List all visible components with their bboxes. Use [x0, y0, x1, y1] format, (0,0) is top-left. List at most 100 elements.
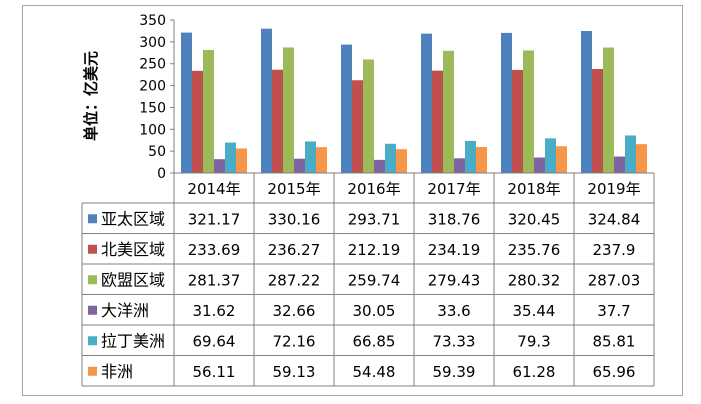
- table-value-cell: 69.64: [193, 332, 236, 350]
- bar: [443, 50, 454, 174]
- bar: [636, 144, 647, 173]
- table-value-cell: 237.9: [593, 241, 636, 259]
- legend-key: [88, 336, 97, 346]
- bar: [581, 30, 592, 173]
- table-value-cell: 31.62: [193, 302, 236, 320]
- table-value-cell: 293.71: [348, 210, 401, 228]
- table-value-cell: 30.05: [353, 302, 396, 320]
- legend-label: 欧盟区域: [101, 270, 165, 289]
- bar: [432, 70, 443, 173]
- legend-key: [88, 244, 97, 254]
- bar: [614, 156, 625, 173]
- bar: [236, 148, 247, 173]
- bar: [603, 47, 614, 173]
- bar: [214, 159, 225, 173]
- bar: [465, 140, 476, 173]
- plot-area: 0 50 100 150 200 250 300 350 单位：亿美元: [82, 13, 647, 182]
- bar: [203, 50, 214, 173]
- table-value-cell: 66.85: [353, 332, 396, 350]
- bar: [283, 47, 294, 173]
- y-tick-label: 100: [139, 122, 166, 138]
- table-value-cell: 236.27: [268, 241, 321, 259]
- table-value-cell: 330.16: [268, 210, 321, 228]
- bar: [592, 69, 603, 173]
- bar: [272, 69, 283, 173]
- y-tick-label: 350: [139, 13, 166, 29]
- table-header-cell: 2019年: [587, 180, 640, 198]
- bar: [363, 59, 374, 173]
- table-header-cell: 2018年: [507, 180, 560, 198]
- table-value-cell: 233.69: [188, 241, 241, 259]
- y-tick-label: 0: [157, 166, 166, 182]
- table-value-cell: 37.7: [597, 302, 630, 320]
- table-value-cell: 72.16: [273, 332, 316, 350]
- bar: [225, 142, 236, 173]
- bar: [545, 138, 556, 173]
- bar: [374, 159, 385, 173]
- bar: [501, 32, 512, 173]
- bar: [512, 69, 523, 173]
- bar: [181, 32, 192, 173]
- table-value-cell: 61.28: [513, 363, 556, 381]
- table-value-cell: 33.6: [437, 302, 470, 320]
- table-value-cell: 85.81: [593, 332, 636, 350]
- table-value-cell: 279.43: [428, 271, 481, 289]
- table-value-cell: 320.45: [508, 210, 561, 228]
- table-value-cell: 35.44: [513, 302, 556, 320]
- legend-key: [88, 214, 97, 224]
- table-value-cell: 79.3: [517, 332, 550, 350]
- table-value-cell: 235.76: [508, 241, 561, 259]
- table-header-cell: 2014年: [187, 180, 240, 198]
- bar: [261, 28, 272, 174]
- bar: [421, 33, 432, 173]
- table-value-cell: 280.32: [508, 271, 561, 289]
- table-value-cell: 234.19: [428, 241, 481, 259]
- y-tick-label: 250: [139, 57, 166, 73]
- bar: [396, 149, 407, 173]
- chart-border: [22, 5, 683, 396]
- table-value-cell: 65.96: [593, 363, 636, 381]
- table-value-cell: 54.48: [353, 363, 396, 381]
- legend-label: 非洲: [101, 362, 133, 381]
- bar: [352, 80, 363, 173]
- bar: [454, 158, 465, 173]
- y-axis-title: 单位：亿美元: [82, 51, 100, 141]
- table-value-cell: 281.37: [188, 271, 241, 289]
- bar: [294, 158, 305, 173]
- table-value-cell: 321.17: [188, 210, 241, 228]
- bar: [556, 146, 567, 173]
- bar: [385, 143, 396, 173]
- table-value-cell: 59.13: [273, 363, 316, 381]
- y-tick-label: 200: [139, 79, 166, 95]
- legend-label: 拉丁美洲: [101, 331, 165, 350]
- bar: [316, 147, 327, 173]
- legend-label: 北美区域: [101, 240, 165, 259]
- bar: [192, 70, 203, 173]
- bar: [341, 44, 352, 174]
- bar: [476, 147, 487, 173]
- bar: [305, 141, 316, 173]
- bar: [523, 50, 534, 173]
- table-value-cell: 73.33: [433, 332, 476, 350]
- table-value-cell: 318.76: [428, 210, 481, 228]
- table-value-cell: 59.39: [433, 363, 476, 381]
- legend-key: [88, 275, 97, 285]
- legend-key: [88, 305, 97, 315]
- table-value-cell: 32.66: [273, 302, 316, 320]
- table-value-cell: 56.11: [193, 363, 236, 381]
- legend-label: 亚太区域: [101, 209, 165, 228]
- table-value-cell: 287.22: [268, 271, 321, 289]
- table-header-cell: 2016年: [347, 180, 400, 198]
- bar: [625, 135, 636, 173]
- y-tick-label: 50: [148, 144, 166, 160]
- table-value-cell: 259.74: [348, 271, 401, 289]
- bar: [534, 157, 545, 173]
- legend-key: [88, 366, 97, 376]
- table-value-cell: 324.84: [588, 210, 641, 228]
- table-value-cell: 287.03: [588, 271, 641, 289]
- legend-label: 大洋洲: [101, 301, 149, 320]
- table-header-cell: 2015年: [267, 180, 320, 198]
- table-header-cell: 2017年: [427, 180, 480, 198]
